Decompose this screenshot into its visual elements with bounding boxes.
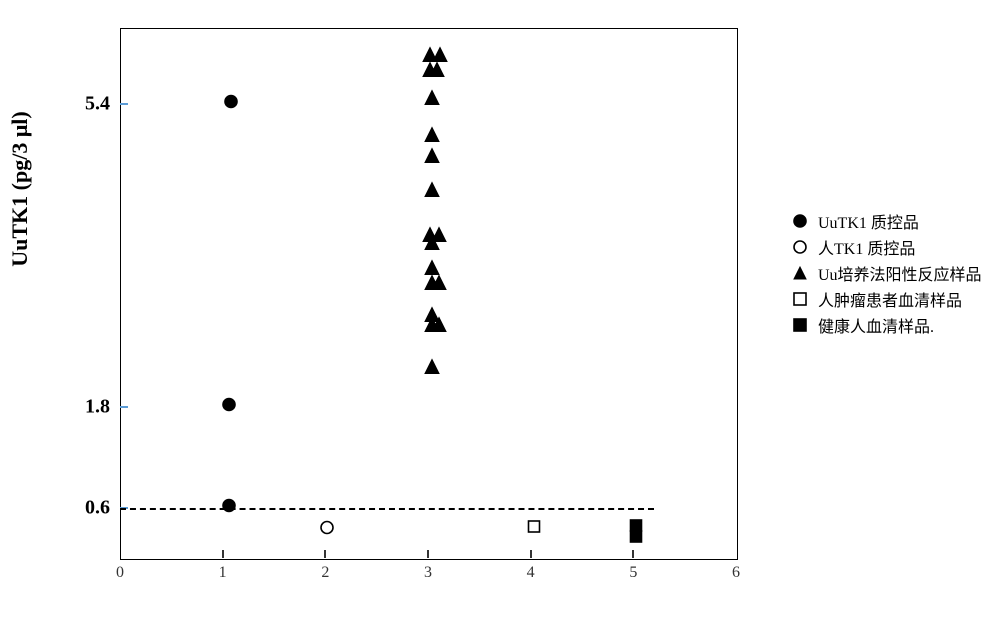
x-tick-label: 0 [116, 564, 124, 582]
legend-marker-icon [790, 263, 810, 283]
x-tick-label: 2 [321, 564, 329, 582]
data-point [429, 61, 445, 82]
legend-label: Uu培养法阳性反应样品 [818, 261, 982, 285]
legend-marker-icon [790, 237, 810, 257]
chart-container: UuTK1 (pg/3 μl) UuTK1 质控品人TK1 质控品Uu培养法阳性… [0, 0, 1000, 624]
y-axis-title: UuTK1 (pg/3 μl) [7, 89, 33, 289]
legend-item: 健康人血清样品. [790, 314, 982, 336]
y-tick-label: 1.8 [70, 395, 110, 418]
legend-item: 人肿瘤患者血清样品 [790, 288, 982, 310]
data-point [527, 520, 540, 538]
y-tick-mark [120, 103, 128, 105]
y-tick-label: 0.6 [70, 496, 110, 519]
x-tick-label: 4 [527, 564, 535, 582]
x-tick-mark [222, 550, 224, 558]
data-point [424, 358, 440, 379]
legend-label: 人TK1 质控品 [818, 235, 915, 259]
y-tick-label: 5.4 [70, 92, 110, 115]
data-point [431, 274, 447, 295]
y-tick-mark [120, 406, 128, 408]
x-tick-mark [324, 550, 326, 558]
legend-marker-icon [790, 315, 810, 335]
data-point [424, 182, 440, 203]
x-tick-label: 1 [219, 564, 227, 582]
x-tick-label: 5 [629, 564, 637, 582]
legend-marker-icon [790, 289, 810, 309]
data-point [424, 235, 440, 256]
data-point [320, 521, 334, 540]
data-point [224, 94, 238, 113]
legend-item: Uu培养法阳性反应样品 [790, 262, 982, 284]
x-tick-mark [530, 550, 532, 558]
x-tick-mark [427, 550, 429, 558]
legend-label: UuTK1 质控品 [818, 209, 919, 233]
legend: UuTK1 质控品人TK1 质控品Uu培养法阳性反应样品人肿瘤患者血清样品健康人… [790, 210, 982, 340]
data-point [222, 498, 236, 517]
x-tick-label: 3 [424, 564, 432, 582]
legend-item: UuTK1 质控品 [790, 210, 982, 232]
legend-marker-icon [790, 211, 810, 231]
legend-label: 健康人血清样品. [818, 313, 934, 337]
data-point [424, 148, 440, 169]
data-point [630, 530, 643, 548]
x-tick-label: 6 [732, 564, 740, 582]
threshold-line [120, 508, 654, 510]
data-point [424, 89, 440, 110]
data-point [424, 127, 440, 148]
data-point [222, 397, 236, 416]
x-tick-mark [632, 550, 634, 558]
legend-label: 人肿瘤患者血清样品 [818, 287, 962, 311]
legend-item: 人TK1 质控品 [790, 236, 982, 258]
data-point [431, 316, 447, 337]
